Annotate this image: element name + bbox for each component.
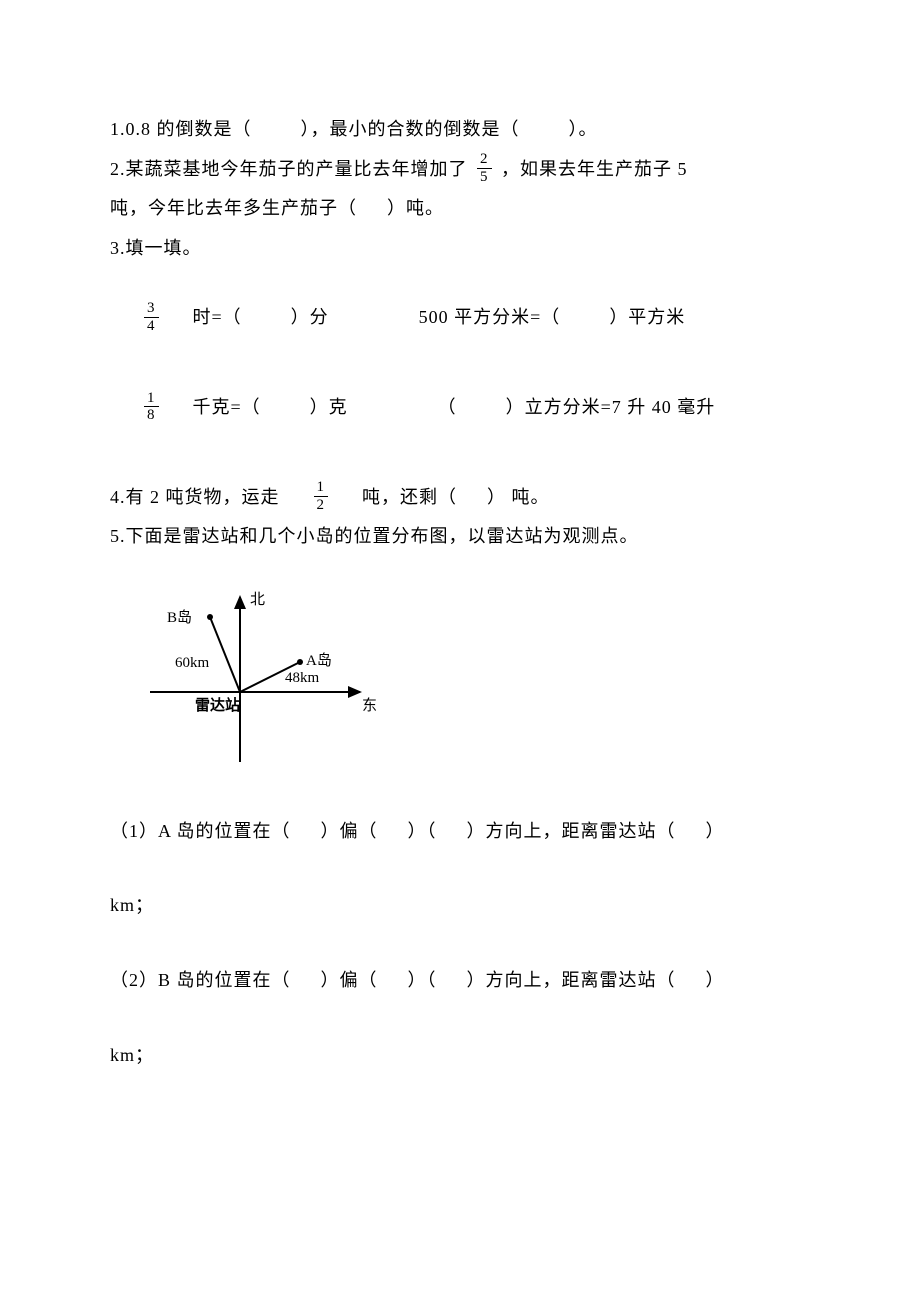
q5-sub1-e: ） (706, 821, 725, 841)
svg-text:A岛: A岛 (306, 652, 332, 669)
blank (257, 119, 295, 139)
gap (338, 487, 357, 507)
fraction-1-8: 1 8 (144, 390, 159, 424)
fraction-denominator: 4 (144, 318, 159, 335)
q3-2a-text: 千克=（ (193, 397, 261, 417)
q5-sub1-unit: km； (110, 886, 810, 926)
blank (525, 119, 563, 139)
q1-text-c: ）。 (569, 119, 598, 139)
q2-text-d: ）吨。 (387, 198, 444, 218)
q3-1b-text2: ）平方米 (609, 307, 685, 327)
fraction-2-5: 2 5 (477, 151, 492, 185)
question-2-line2: 吨，今年比去年多生产茄子（ ）吨。 (110, 189, 810, 229)
svg-text:60km: 60km (175, 655, 210, 671)
q2-text-a: 2.某蔬菜基地今年茄子的产量比去年增加了 (110, 159, 468, 179)
q3-item-2b: （ ）立方分米=7 升 40 毫升 (438, 388, 716, 428)
question-1: 1.0.8 的倒数是（ ），最小的合数的倒数是（ ）。 (110, 110, 810, 150)
blank (463, 487, 482, 507)
q2-text-c: 吨，今年比去年多生产茄子（ (110, 198, 357, 218)
question-3-body: 3 4 时=（ ）分 500 平方分米=（ ）平方米 1 8 千克=（ ）克 (110, 298, 810, 427)
q2-text-b: ，如果去年生产茄子 5 (501, 159, 688, 179)
q3-1a-text: 时=（ (193, 307, 242, 327)
fraction-numerator: 2 (477, 151, 492, 169)
question-5-title: 5.下面是雷达站和几个小岛的位置分布图，以雷达站为观测点。 (110, 517, 810, 557)
q4-text-b: 吨，还剩（ (362, 487, 457, 507)
q5-sub2-c: ）（ (408, 970, 437, 990)
fraction-numerator: 1 (144, 390, 159, 408)
q3-row-2: 1 8 千克=（ ）克 （ ）立方分米=7 升 40 毫升 (110, 388, 810, 428)
q5-sub1: （1）A 岛的位置在（ ）偏（ ）（ ）方向上，距离雷达站（ ） (110, 812, 810, 852)
svg-text:北: 北 (250, 591, 265, 608)
q3-item-1b: 500 平方分米=（ ）平方米 (419, 298, 686, 338)
question-4: 4.有 2 吨货物，运走 1 2 吨，还剩（ ） 吨。 (110, 478, 810, 518)
q3-2b-text2: ）立方分米=7 升 40 毫升 (506, 397, 716, 417)
q3-item-1a: 3 4 时=（ ）分 (140, 298, 329, 338)
question-3-title: 3.填一填。 (110, 229, 810, 269)
fraction-numerator: 3 (144, 300, 159, 318)
fraction-1-2: 1 2 (314, 479, 329, 513)
blank (383, 970, 402, 990)
q1-text-a: 1.0.8 的倒数是（ (110, 119, 252, 139)
q5-sub2-a: （2）B 岛的位置在（ (110, 970, 291, 990)
blank (681, 821, 700, 841)
q1-text-b: ），最小的合数的倒数是（ (301, 119, 520, 139)
q3-1a-text2: ）分 (291, 307, 329, 327)
q3-2b-text: （ (438, 397, 457, 417)
blank (681, 970, 700, 990)
svg-text:B岛: B岛 (167, 609, 192, 626)
blank (296, 970, 315, 990)
q5-sub1-d: ）方向上，距离雷达站（ (467, 821, 676, 841)
svg-text:东: 东 (362, 697, 377, 714)
q5-sub1-a: （1）A 岛的位置在（ (110, 821, 291, 841)
gap (168, 397, 187, 417)
blank (363, 198, 382, 218)
gap (168, 307, 187, 327)
q5-sub2-unit: km； (110, 1036, 810, 1076)
q5-sub2-b: ）偏（ (321, 970, 378, 990)
radar-diagram: 北东 雷达站 B岛 A岛 60km 48km (140, 582, 810, 777)
blank (442, 821, 461, 841)
q4-text-a: 4.有 2 吨货物，运走 (110, 487, 280, 507)
q4-text-c: ） 吨。 (487, 487, 550, 507)
q5-sub2-e: ） (706, 970, 725, 990)
q5-sub2: （2）B 岛的位置在（ ）偏（ ）（ ）方向上，距离雷达站（ ） (110, 961, 810, 1001)
fraction-denominator: 5 (477, 169, 492, 186)
q3-row-1: 3 4 时=（ ）分 500 平方分米=（ ）平方米 (110, 298, 810, 338)
fraction-denominator: 2 (314, 497, 329, 514)
question-2: 2.某蔬菜基地今年茄子的产量比去年增加了 2 5 ，如果去年生产茄子 5 (110, 150, 810, 190)
blank (442, 970, 461, 990)
blank (383, 821, 402, 841)
radar-svg: 北东 雷达站 B岛 A岛 60km 48km (140, 582, 380, 772)
q3-item-2a: 1 8 千克=（ ）克 (140, 388, 348, 428)
blank (462, 397, 500, 417)
fraction-denominator: 8 (144, 407, 159, 424)
q5-sub1-b: ）偏（ (321, 821, 378, 841)
fraction-numerator: 1 (314, 479, 329, 497)
svg-text:48km: 48km (285, 670, 320, 686)
blank (247, 307, 285, 327)
svg-text:雷达站: 雷达站 (195, 696, 240, 714)
fraction-3-4: 3 4 (144, 300, 159, 334)
gap (285, 487, 304, 507)
q5-sub1-c: ）（ (408, 821, 437, 841)
blank (266, 397, 304, 417)
q3-1b-text: 500 平方分米=（ (419, 307, 561, 327)
q5-sub2-d: ）方向上，距离雷达站（ (467, 970, 676, 990)
blank (566, 307, 604, 327)
q3-2a-text2: ）克 (310, 397, 348, 417)
blank (296, 821, 315, 841)
